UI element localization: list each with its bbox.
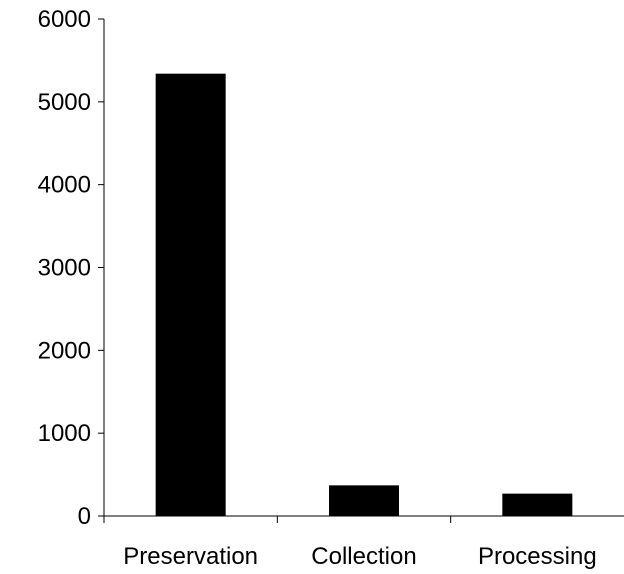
bars <box>155 73 573 517</box>
y-tick-label: 2000 <box>38 337 91 364</box>
bar-collection <box>329 485 399 516</box>
x-tick-label-preservation: Preservation <box>123 543 258 570</box>
y-tick-label: 4000 <box>38 172 91 199</box>
y-axis: 0 1000 2000 3000 4000 5000 6000 <box>38 6 105 530</box>
y-tick-label: 1000 <box>38 420 91 447</box>
x-axis <box>103 515 624 523</box>
x-tick-label-processing: Processing <box>478 543 597 570</box>
y-tick-label: 3000 <box>38 255 91 282</box>
y-tick-label: 5000 <box>38 89 91 116</box>
x-tick-labels: Preservation Collection Processing <box>123 543 596 570</box>
x-tick-label-collection: Collection <box>311 543 416 570</box>
bar-processing <box>502 493 573 516</box>
y-tick-label: 6000 <box>38 6 91 33</box>
bar-preservation <box>155 73 226 517</box>
y-tick-label: 0 <box>78 503 91 530</box>
